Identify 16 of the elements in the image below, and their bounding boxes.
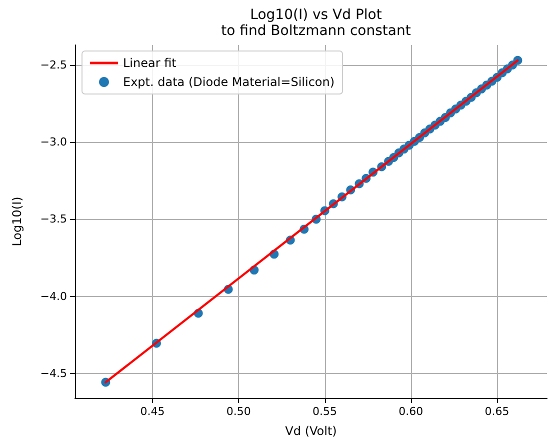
y-tick-label: −3.5 [40,212,67,226]
x-axis-title: Vd (Volt) [285,424,337,438]
y-tick-label: −3.0 [40,136,67,149]
x-tick-label: 0.60 [398,405,424,418]
chart-title: Log10(I) vs Vd Plot [250,7,382,23]
chart-subtitle: to find Boltzmann constant [221,23,412,39]
y-tick-label: −4.5 [40,366,67,380]
y-axis-title: Log10(I) [10,196,24,246]
x-tick-label: 0.50 [226,405,251,418]
x-tick-label: 0.45 [140,405,165,418]
x-tick-label: 0.55 [312,405,338,418]
x-tick-label: 0.65 [484,405,510,418]
y-tick-label: −2.5 [40,58,67,72]
legend-label: Linear fit [123,56,177,70]
legend-label: Expt. data (Diode Material=Silicon) [123,75,335,89]
y-tick-label: −4.0 [40,290,67,303]
